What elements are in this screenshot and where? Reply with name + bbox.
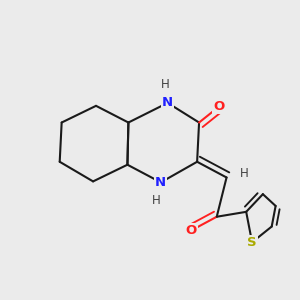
Text: H: H bbox=[161, 78, 170, 92]
Text: N: N bbox=[155, 176, 166, 189]
Text: O: O bbox=[213, 100, 224, 113]
Text: S: S bbox=[247, 236, 257, 249]
Text: H: H bbox=[240, 167, 249, 180]
Text: O: O bbox=[186, 224, 197, 237]
Text: N: N bbox=[162, 96, 173, 110]
Text: H: H bbox=[152, 194, 161, 207]
